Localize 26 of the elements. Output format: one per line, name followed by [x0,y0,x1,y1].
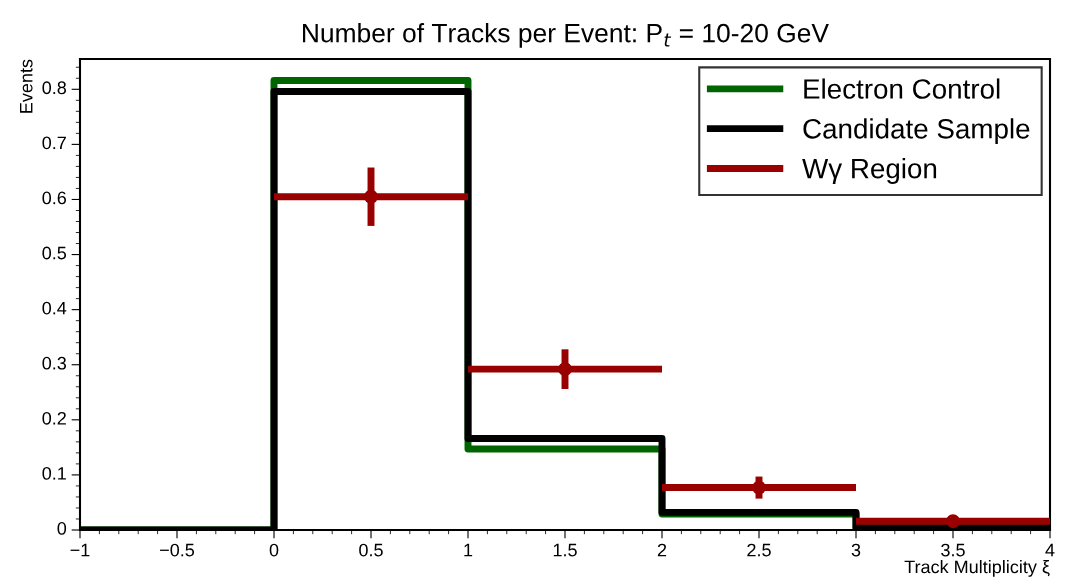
y-tick-label: 0.2 [42,411,66,425]
y-axis-title: Events [19,59,33,113]
x-tick-label: 1.5 [553,543,577,557]
x-tick-label: 3.5 [941,543,965,557]
x-axis-title: Track Multiplicity ξ [904,560,1050,577]
x-tick-label: 2 [657,543,667,557]
x-tick-label: 3 [851,543,861,557]
y-tick-label: 0.5 [42,246,67,260]
legend-label: Wγ Region [802,158,937,184]
x-tick-label: 0.5 [359,543,383,557]
x-tick-label: 2.5 [747,543,771,557]
y-tick-label: 0.1 [42,466,66,480]
x-tick-label: 1 [464,543,473,557]
x-tick-label: −1 [70,543,90,557]
x-tick-label: 4 [1045,543,1055,557]
x-tick-label: 0 [269,543,279,557]
y-tick-label: 0.8 [42,81,67,95]
chart-title: Number of Tracks per Event: P$_{t}$ = 10-20 GeV [303,23,829,48]
y-tick-label: 0.4 [42,301,67,315]
legend-label: Electron Control [804,78,1000,99]
legend-label: Candidate Sample [803,118,1030,145]
y-tick-label: 0 [57,522,67,535]
x-tick-label: −0.5 [160,543,195,557]
y-tick-label: 0.6 [42,191,67,205]
y-tick-label: 0.7 [42,136,66,150]
y-tick-label: 0.3 [42,356,67,370]
